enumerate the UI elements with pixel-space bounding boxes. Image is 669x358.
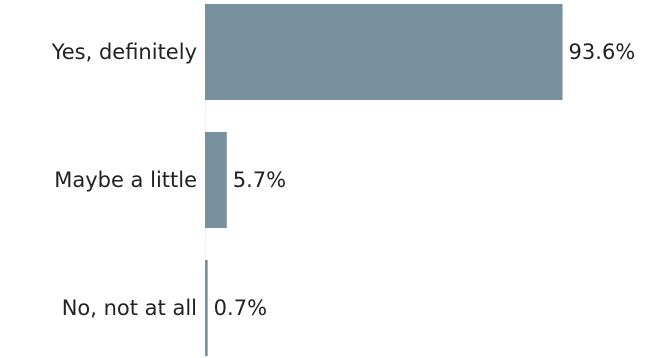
bar-maybe-a-little	[205, 132, 227, 228]
value-label-no-not-at-all: 0.7%	[214, 296, 267, 320]
category-label-maybe-a-little: Maybe a little	[54, 168, 197, 192]
value-label-maybe-a-little: 5.7%	[233, 168, 286, 192]
bar-yes-definitely	[205, 4, 563, 100]
category-label-yes-definitely: Yes, definitely	[51, 40, 197, 64]
bar-no-not-at-all	[205, 260, 208, 356]
category-label-no-not-at-all: No, not at all	[62, 296, 197, 320]
value-label-yes-definitely: 93.6%	[569, 40, 636, 64]
